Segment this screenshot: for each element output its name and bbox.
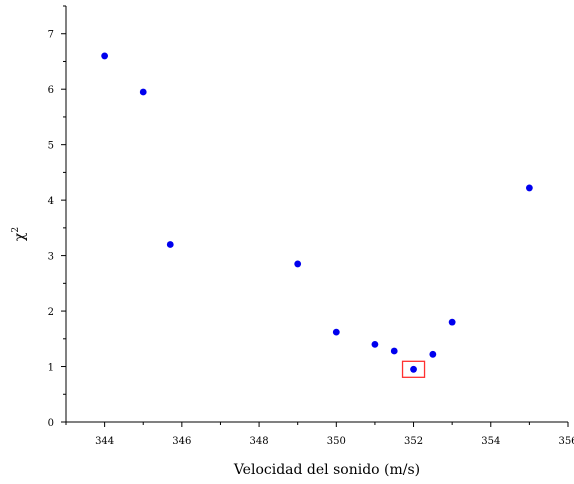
y-tick-label: 4 <box>48 196 54 207</box>
x-tick-label: 348 <box>250 436 269 447</box>
data-point <box>525 184 533 192</box>
data-point <box>166 241 174 248</box>
data-point <box>429 350 437 358</box>
x-tick-label: 352 <box>404 436 423 447</box>
x-tick-label: 356 <box>558 436 574 447</box>
y-axis-title: χ2 <box>11 227 28 241</box>
axes <box>65 6 568 423</box>
data-point <box>294 260 302 268</box>
x-tick-label: 354 <box>481 436 500 447</box>
data-point <box>410 365 417 373</box>
y-tick-label: 7 <box>48 30 54 41</box>
data-point <box>139 88 147 96</box>
x-tick-label: 344 <box>95 436 114 447</box>
y-ticks: 0 1 2 3 4 5 6 7 <box>48 5 66 429</box>
y-tick-label: 6 <box>48 85 54 96</box>
x-tick-label: 350 <box>327 436 346 447</box>
y-axis-title-base: χ <box>12 232 28 241</box>
y-tick-label: 3 <box>48 252 54 263</box>
x-ticks: 344 346 348 350 352 354 356 <box>65 422 574 447</box>
y-tick-label: 2 <box>48 307 54 318</box>
y-tick-label: 1 <box>48 363 54 374</box>
data-point <box>390 347 398 355</box>
x-axis-title: Velocidad del sonido (m/s) <box>233 462 420 478</box>
data-point <box>332 328 340 336</box>
data-point <box>371 340 379 348</box>
data-point <box>448 318 456 326</box>
data-points <box>101 52 533 373</box>
highlight-box <box>401 360 426 378</box>
y-axis-title-sup: 2 <box>11 227 21 233</box>
x-tick-label: 346 <box>172 436 191 447</box>
y-tick-label: 0 <box>48 418 54 429</box>
data-point <box>101 52 109 60</box>
y-tick-label: 5 <box>48 141 54 152</box>
